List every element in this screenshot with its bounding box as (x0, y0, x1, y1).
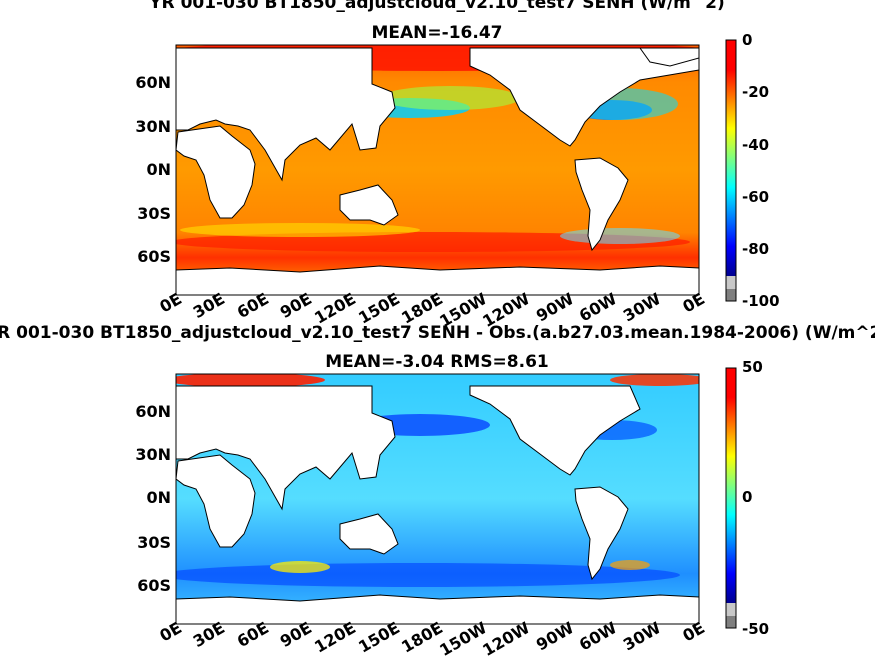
bottom-title: YR 001-030 BT1850_adjustcloud_v2.10_test… (0, 323, 875, 343)
bottom-north-red-band (176, 374, 325, 387)
bottom-ytick-60s: 60S (137, 576, 171, 595)
top-antarctica (176, 265, 699, 295)
top-cbtick-20: -20 (742, 83, 769, 101)
top-greenland (639, 47, 699, 67)
bottom-y-ticks: 60N 30N 0N 30S 60S (135, 402, 171, 595)
bottom-north-red-band-east (610, 374, 699, 386)
bottom-cbtick-0: 0 (742, 488, 752, 506)
bottom-cbtick-50: 50 (742, 358, 763, 376)
top-africa (176, 125, 256, 219)
top-colorbar-missing-light (726, 276, 736, 289)
top-ytick-60n: 60N (135, 73, 171, 92)
top-cbtick-60: -60 (742, 188, 769, 206)
bottom-southern-low (176, 563, 680, 587)
bottom-southern-patch (270, 561, 330, 573)
top-ytick-60s: 60S (137, 247, 171, 266)
bottom-australia (339, 513, 399, 555)
top-north-america (469, 47, 699, 147)
top-eurasia (176, 47, 396, 182)
top-colorbar: 0 -20 -40 -60 -80 -100 (725, 31, 780, 310)
bottom-colorbar-gradient (726, 368, 736, 603)
top-cbtick-40: -40 (742, 136, 769, 154)
bottom-cbtick-neg50: -50 (742, 620, 769, 638)
top-y-ticks: 60N 30N 0N 30S 60S (135, 73, 171, 266)
top-australia (339, 184, 399, 226)
bottom-south-america (574, 486, 629, 581)
top-land (176, 47, 699, 295)
bottom-ytick-60n: 60N (135, 402, 171, 421)
top-title: YR 001-030 BT1850_adjustcloud_v2.10_test… (148, 0, 725, 13)
bottom-southern-patch-east (610, 560, 650, 570)
top-ytick-30n: 30N (135, 117, 171, 136)
bottom-colorbar-missing-light (726, 603, 736, 616)
bottom-north-america (469, 385, 641, 476)
bottom-antarctica (176, 594, 699, 624)
top-map (176, 45, 699, 295)
top-cbtick-100: -100 (742, 292, 780, 310)
bottom-map (176, 374, 699, 624)
bottom-ytick-30n: 30N (135, 445, 171, 464)
bottom-subtitle: MEAN=-3.04 RMS=8.61 (325, 352, 549, 372)
top-ytick-0n: 0N (146, 160, 171, 179)
top-cbtick-80: -80 (742, 240, 769, 258)
top-colorbar-gradient (726, 40, 736, 276)
bottom-ytick-30s: 30S (137, 533, 171, 552)
bottom-ocean-features (176, 374, 699, 587)
top-cbtick-0: 0 (742, 31, 752, 49)
bottom-plot-frame (175, 373, 700, 625)
top-kuroshio-green (380, 86, 520, 110)
bottom-colorbar-missing-dark (726, 616, 736, 628)
bottom-colorbar: 50 0 -50 (725, 358, 769, 638)
top-southern-yellow (180, 223, 420, 237)
top-south-america (574, 157, 629, 252)
top-southern-cyan (560, 228, 680, 244)
bottom-ytick-0n: 0N (146, 488, 171, 507)
bottom-africa (176, 454, 256, 548)
bottom-colorbar-frame (725, 367, 737, 629)
top-colorbar-frame (725, 39, 737, 302)
bottom-land (176, 385, 699, 624)
top-subtitle: MEAN=-16.47 (372, 23, 503, 43)
top-plot-frame (175, 44, 700, 296)
top-ytick-30s: 30S (137, 204, 171, 223)
top-colorbar-missing-dark (726, 289, 736, 301)
bottom-eurasia (176, 385, 396, 511)
